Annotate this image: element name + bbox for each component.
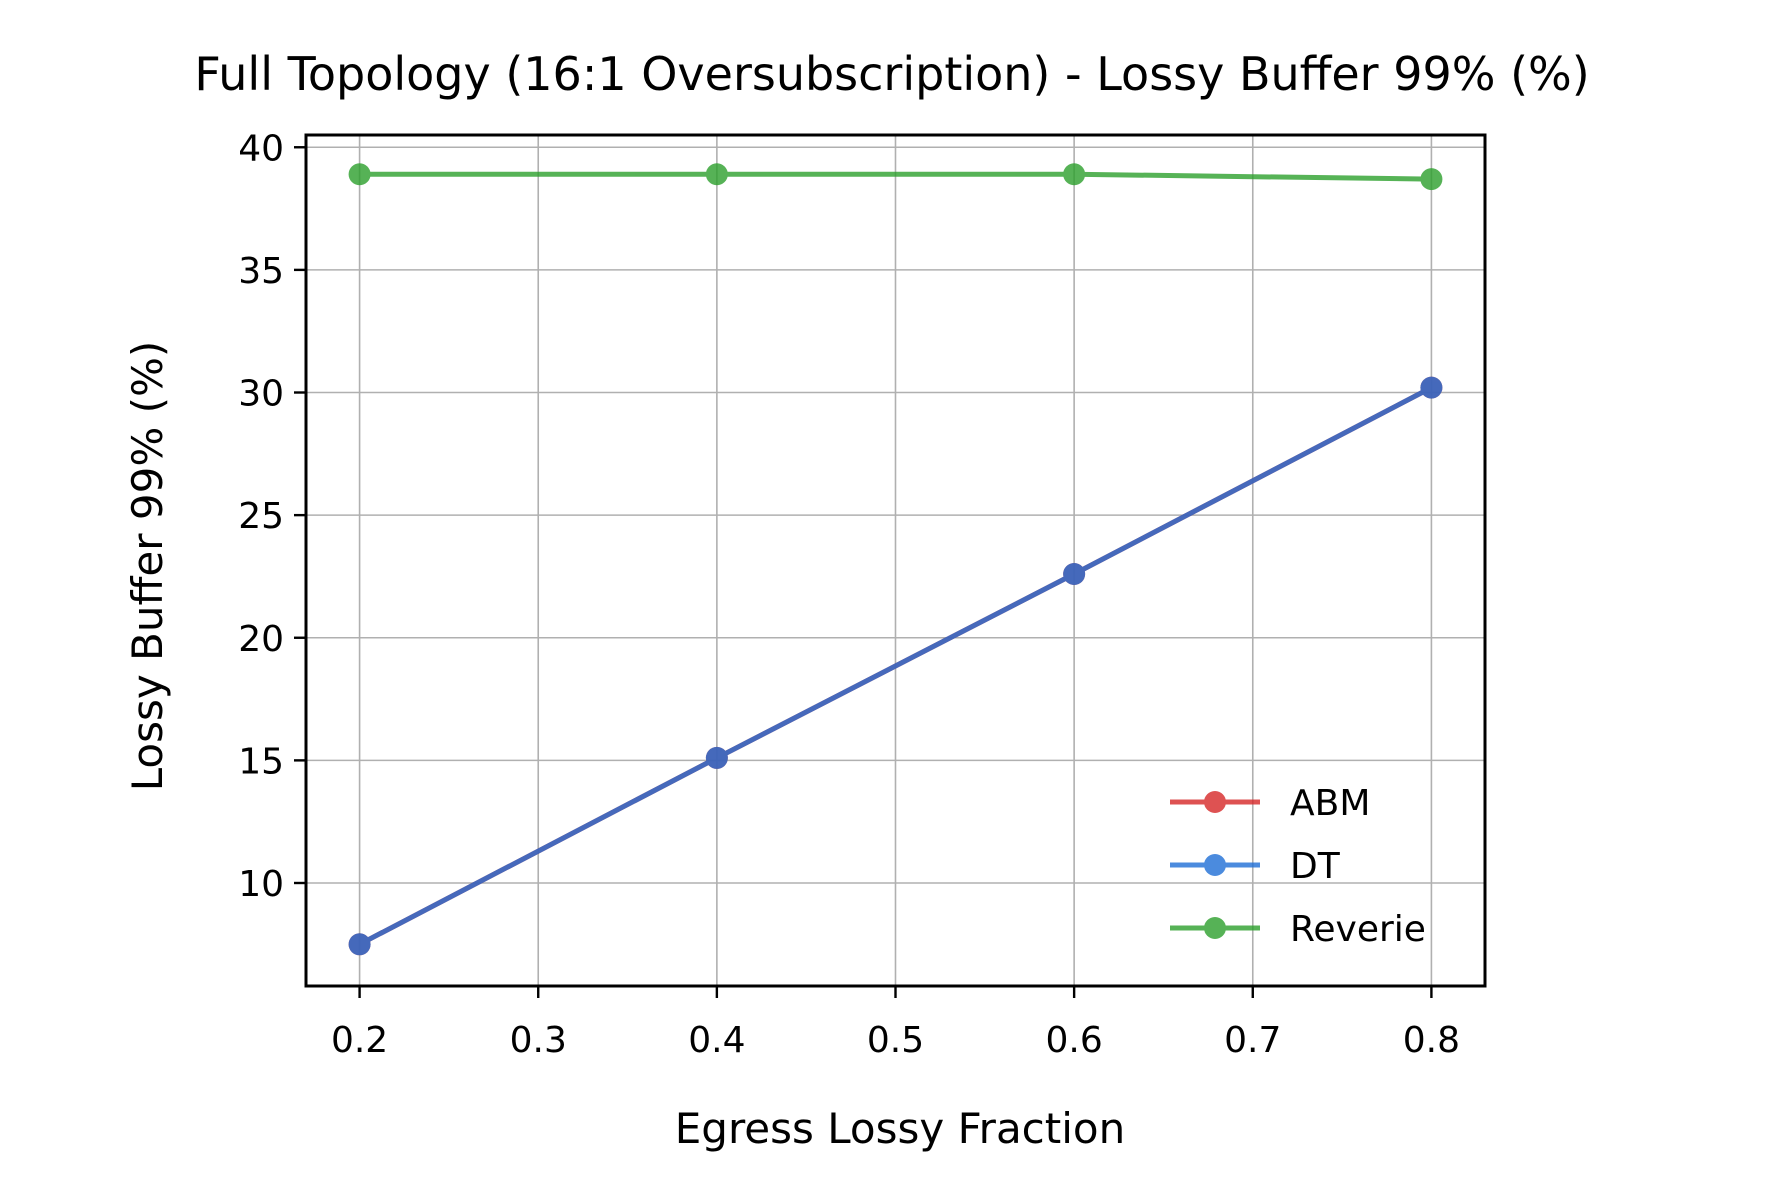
plot-frame [304, 133, 1487, 988]
legend-entry-abm [1170, 791, 1260, 813]
series-dt [348, 376, 1443, 956]
x-tick-label: 0.2 [331, 1020, 388, 1061]
x-tick-label: 0.3 [510, 1020, 567, 1061]
legend-swatch-marker [1204, 854, 1226, 876]
x-tick-label: 0.8 [1403, 1020, 1460, 1061]
series-line [357, 171, 1434, 182]
data-point [705, 746, 728, 769]
y-tick-label: 15 [238, 741, 284, 782]
series-reverie [348, 163, 1443, 191]
x-axis-label: Egress Lossy Fraction [675, 1104, 1125, 1153]
y-tick-label: 25 [238, 496, 284, 537]
data-point [1420, 168, 1443, 191]
x-tick-label: 0.4 [688, 1020, 745, 1061]
y-tick-label: 30 [238, 374, 284, 415]
legend-label: ABM [1290, 783, 1370, 824]
data-point [705, 163, 728, 186]
data-point [348, 933, 371, 956]
series-layer [348, 163, 1443, 956]
y-tick-label: 40 [238, 128, 284, 169]
grid [306, 135, 1485, 986]
legend-entry-dt [1170, 854, 1260, 876]
y-tick-label: 35 [238, 251, 284, 292]
x-tick-label: 0.5 [867, 1020, 924, 1061]
data-point [1063, 163, 1086, 186]
y-tick-label: 20 [238, 619, 284, 660]
data-point [348, 163, 371, 186]
data-point [1063, 562, 1086, 585]
legend-label: DT [1290, 846, 1341, 887]
y-axis-label: Lossy Buffer 99% (%) [123, 341, 172, 792]
legend-entry-reverie [1170, 917, 1260, 939]
axis-ticks: 0.2 0.3 0.4 0.5 0.6 0.7 0.8 10 15 20 25 30 35 40 [238, 128, 1460, 1061]
chart-title: Full Topology (16:1 Oversubscription) - … [194, 47, 1589, 101]
legend-swatch-marker [1204, 791, 1226, 813]
y-tick-label: 10 [238, 864, 284, 905]
legend: ABM DT Reverie [1170, 783, 1426, 950]
legend-swatch-marker [1204, 917, 1226, 939]
data-point [1420, 376, 1443, 399]
x-tick-label: 0.7 [1224, 1020, 1281, 1061]
series-line [357, 385, 1434, 947]
legend-label: Reverie [1290, 909, 1426, 950]
x-tick-label: 0.6 [1046, 1020, 1103, 1061]
